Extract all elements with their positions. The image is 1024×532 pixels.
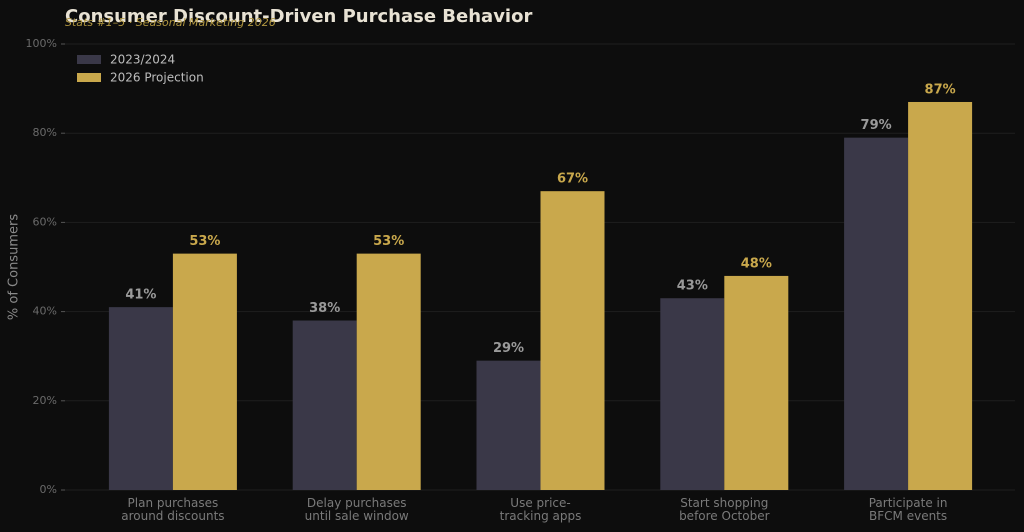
value-label: 43% — [677, 279, 708, 294]
chart-subtitle: Stats #1–5 · Seasonal Marketing 2026 — [65, 16, 276, 29]
y-tick-label: 80% — [33, 126, 57, 139]
x-tick-label: Use price- tracking apps — [499, 496, 582, 523]
legend-label: 2023/2024 — [110, 53, 175, 67]
y-axis-label: % of Consumers — [7, 214, 22, 320]
bar — [660, 298, 725, 490]
chart-title: Consumer Discount-Driven Purchase Behavi… — [65, 6, 532, 27]
bar — [724, 275, 789, 490]
value-label: 41% — [125, 288, 156, 303]
bar — [908, 101, 973, 490]
x-tick-label: Participate in BFCM events — [868, 496, 948, 523]
bar — [292, 320, 357, 490]
bar — [476, 360, 541, 490]
legend-swatch — [77, 73, 101, 82]
legend-swatch — [77, 55, 101, 64]
value-label: 67% — [557, 172, 588, 187]
bar — [172, 253, 237, 490]
y-tick-label: 100% — [26, 37, 57, 50]
y-tick-label: 60% — [33, 215, 57, 228]
x-tick-label: Plan purchases around discounts — [121, 496, 225, 523]
value-label: 87% — [925, 82, 956, 97]
y-tick-label: 20% — [33, 394, 57, 407]
bar — [844, 137, 909, 490]
value-label: 53% — [189, 234, 220, 249]
x-tick-label: Delay purchases until sale window — [304, 496, 409, 523]
value-label: 53% — [373, 234, 404, 249]
value-label: 29% — [493, 341, 524, 356]
x-tick-label: Start shopping before October — [679, 496, 770, 523]
y-tick-label: 40% — [33, 305, 57, 318]
value-label: 38% — [309, 301, 340, 316]
y-tick-label: 0% — [40, 483, 57, 496]
bar — [540, 191, 605, 490]
value-label: 48% — [741, 256, 772, 271]
bar — [356, 253, 421, 490]
bar — [108, 307, 173, 490]
legend-label: 2026 Projection — [110, 71, 204, 85]
value-label: 79% — [861, 118, 892, 133]
